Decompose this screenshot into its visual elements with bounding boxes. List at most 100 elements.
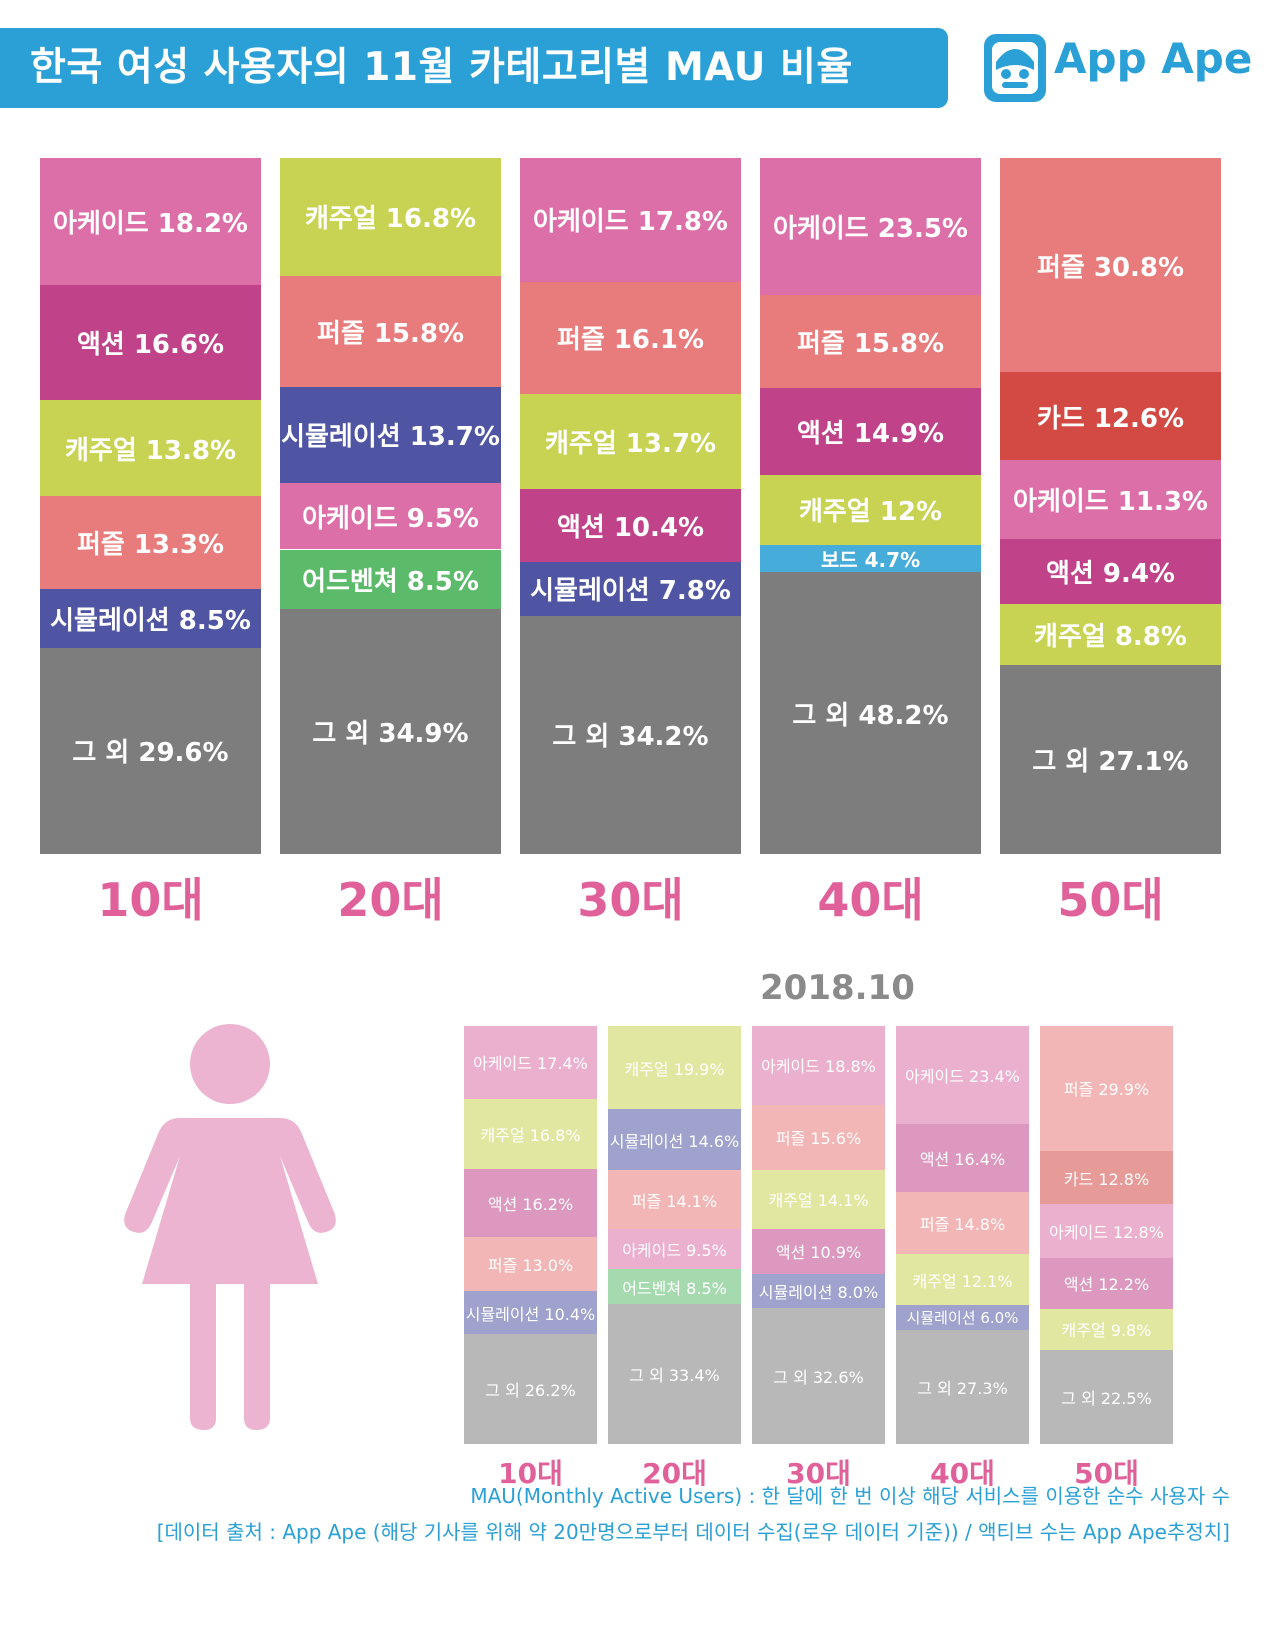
bar-segment: 아케이드 17.4% (464, 1026, 597, 1099)
bar-segment: 아케이드 23.5% (760, 158, 981, 296)
chart-october-title: 2018.10 (760, 968, 915, 1008)
column-label: 50대 (1074, 1457, 1139, 1490)
bar-segment: 보드 4.7% (760, 544, 981, 573)
bar-segment: 그 외 26.2% (464, 1334, 597, 1444)
data-label: 액션 16.6% (76, 329, 225, 360)
data-label: 아케이드 17.4% (473, 1054, 588, 1074)
app-ape-logo: App Ape (982, 30, 1252, 106)
bar-segment: 시뮬레이션 13.7% (280, 386, 501, 483)
bar-segment: 캐주얼 14.1% (752, 1169, 885, 1229)
data-label: 캐주얼 19.9% (624, 1059, 725, 1079)
data-label: 시뮬레이션 10.4% (465, 1304, 596, 1324)
data-label: 액션 10.9% (775, 1243, 862, 1263)
data-label: 아케이드 18.8% (761, 1057, 876, 1077)
data-label: 캐주얼 12% (798, 497, 943, 528)
bar-segment: 어드벤쳐 8.5% (608, 1268, 741, 1305)
data-label: 시뮬레이션 7.8% (530, 576, 731, 607)
data-label: 그 외 27.1% (1032, 747, 1189, 778)
data-label: 그 외 32.6% (773, 1367, 864, 1387)
bar-segment: 퍼즐 15.6% (752, 1104, 885, 1170)
data-label: 캐주얼 13.7% (544, 429, 716, 460)
bar-segment: 퍼즐 30.8% (1000, 158, 1221, 373)
data-label: 액션 10.4% (556, 512, 705, 543)
bar-segment: 시뮬레이션 8.5% (40, 588, 261, 648)
bar-segment: 그 외 27.1% (1000, 665, 1221, 854)
data-label: 퍼즐 15.8% (796, 328, 945, 359)
data-label: 액션 16.2% (487, 1194, 574, 1214)
bar-segment: 액션 14.9% (760, 387, 981, 475)
bar-segment: 시뮬레이션 8.0% (752, 1274, 885, 1308)
bar-segment: 아케이드 18.8% (752, 1026, 885, 1105)
column-label: 10대 (97, 873, 204, 927)
data-label: 퍼즐 13.0% (487, 1255, 574, 1275)
data-label: 시뮬레이션 8.0% (758, 1283, 879, 1302)
bar-segment: 아케이드 12.8% (1040, 1204, 1173, 1258)
bar-segment: 아케이드 11.3% (1000, 460, 1221, 539)
data-label: 시뮬레이션 6.0% (906, 1308, 1019, 1327)
bar-segment: 아케이드 9.5% (280, 482, 501, 550)
data-label: 아케이드 9.5% (302, 503, 479, 534)
bar-segment: 퍼즐 13.0% (464, 1236, 597, 1291)
column-label: 40대 (817, 873, 924, 927)
bar-segment: 그 외 34.9% (280, 609, 501, 854)
data-label: 액션 9.4% (1045, 558, 1175, 589)
bar-segment: 캐주얼 13.7% (520, 393, 741, 490)
bar-segment: 캐주얼 13.8% (40, 400, 261, 497)
bar-segment: 액션 9.4% (1000, 538, 1221, 605)
bar-segment: 캐주얼 19.9% (608, 1026, 741, 1110)
footnote-mau-definition: MAU(Monthly Active Users) : 한 달에 한 번 이상 … (470, 1484, 1230, 1508)
bar-segment: 퍼즐 14.8% (896, 1192, 1029, 1255)
column-label: 30대 (577, 873, 684, 927)
data-label: 아케이드 9.5% (622, 1240, 727, 1260)
bar-segment: 그 외 33.4% (608, 1304, 741, 1444)
bar-segment: 액션 10.4% (520, 489, 741, 562)
bar-segment: 아케이드 9.5% (608, 1229, 741, 1269)
footnote-data-source: [데이터 출처 : App Ape (해당 기사를 위해 약 20만명으로부터 … (156, 1520, 1230, 1544)
page-title: 한국 여성 사용자의 11월 카테고리별 MAU 비율 (30, 45, 853, 90)
bar-segment: 캐주얼 8.8% (1000, 604, 1221, 666)
data-label: 액션 16.4% (919, 1150, 1006, 1170)
woman-silhouette-icon (124, 1024, 336, 1430)
bar-segment: 액션 16.4% (896, 1123, 1029, 1193)
data-label: 캐주얼 9.8% (1061, 1321, 1152, 1341)
column-label: 40대 (930, 1457, 995, 1490)
data-label: 시뮬레이션 14.6% (609, 1131, 740, 1151)
data-label: 캐주얼 13.8% (64, 435, 236, 466)
data-label: 시뮬레이션 13.7% (281, 422, 500, 453)
data-label: 아케이드 11.3% (1013, 486, 1208, 517)
data-label: 그 외 33.4% (629, 1366, 720, 1386)
data-label: 퍼즐 30.8% (1036, 252, 1185, 283)
data-label: 액션 12.2% (1063, 1275, 1150, 1295)
data-label: 어드벤쳐 8.5% (302, 566, 479, 597)
bar-segment: 액션 16.2% (464, 1168, 597, 1237)
column-label: 50대 (1057, 873, 1164, 927)
data-label: 시뮬레이션 8.5% (50, 605, 251, 636)
title-banner: 한국 여성 사용자의 11월 카테고리별 MAU 비율 (0, 28, 948, 108)
bar-segment: 어드벤쳐 8.5% (280, 549, 501, 610)
data-label: 캐주얼 14.1% (768, 1191, 869, 1211)
bar-segment: 그 외 29.6% (40, 647, 261, 854)
logo-text: App Ape (1054, 34, 1253, 83)
bar-segment: 아케이드 18.2% (40, 158, 261, 285)
bar-segment: 그 외 32.6% (752, 1307, 885, 1444)
data-label: 퍼즐 15.8% (316, 318, 465, 349)
data-label: 퍼즐 29.9% (1063, 1080, 1150, 1100)
data-label: 퍼즐 16.1% (556, 325, 705, 356)
bar-segment: 퍼즐 29.9% (1040, 1026, 1173, 1151)
bar-segment: 그 외 48.2% (760, 572, 981, 854)
bar-segment: 카드 12.6% (1000, 372, 1221, 461)
data-label: 아케이드 17.8% (533, 207, 728, 238)
data-label: 아케이드 23.5% (773, 214, 968, 245)
data-label: 보드 4.7% (820, 548, 921, 573)
data-label: 어드벤쳐 8.5% (622, 1278, 727, 1298)
data-label: 카드 12.8% (1063, 1169, 1150, 1189)
data-label: 그 외 48.2% (792, 700, 949, 731)
bar-segment: 카드 12.8% (1040, 1150, 1173, 1205)
column-label: 20대 (337, 873, 444, 927)
bar-segment: 시뮬레이션 6.0% (896, 1304, 1029, 1330)
data-label: 캐주얼 16.8% (304, 204, 476, 235)
data-label: 퍼즐 14.1% (631, 1191, 718, 1211)
data-label: 퍼즐 15.6% (775, 1129, 862, 1149)
data-label: 아케이드 23.4% (905, 1066, 1020, 1086)
data-label: 캐주얼 8.8% (1034, 622, 1187, 653)
